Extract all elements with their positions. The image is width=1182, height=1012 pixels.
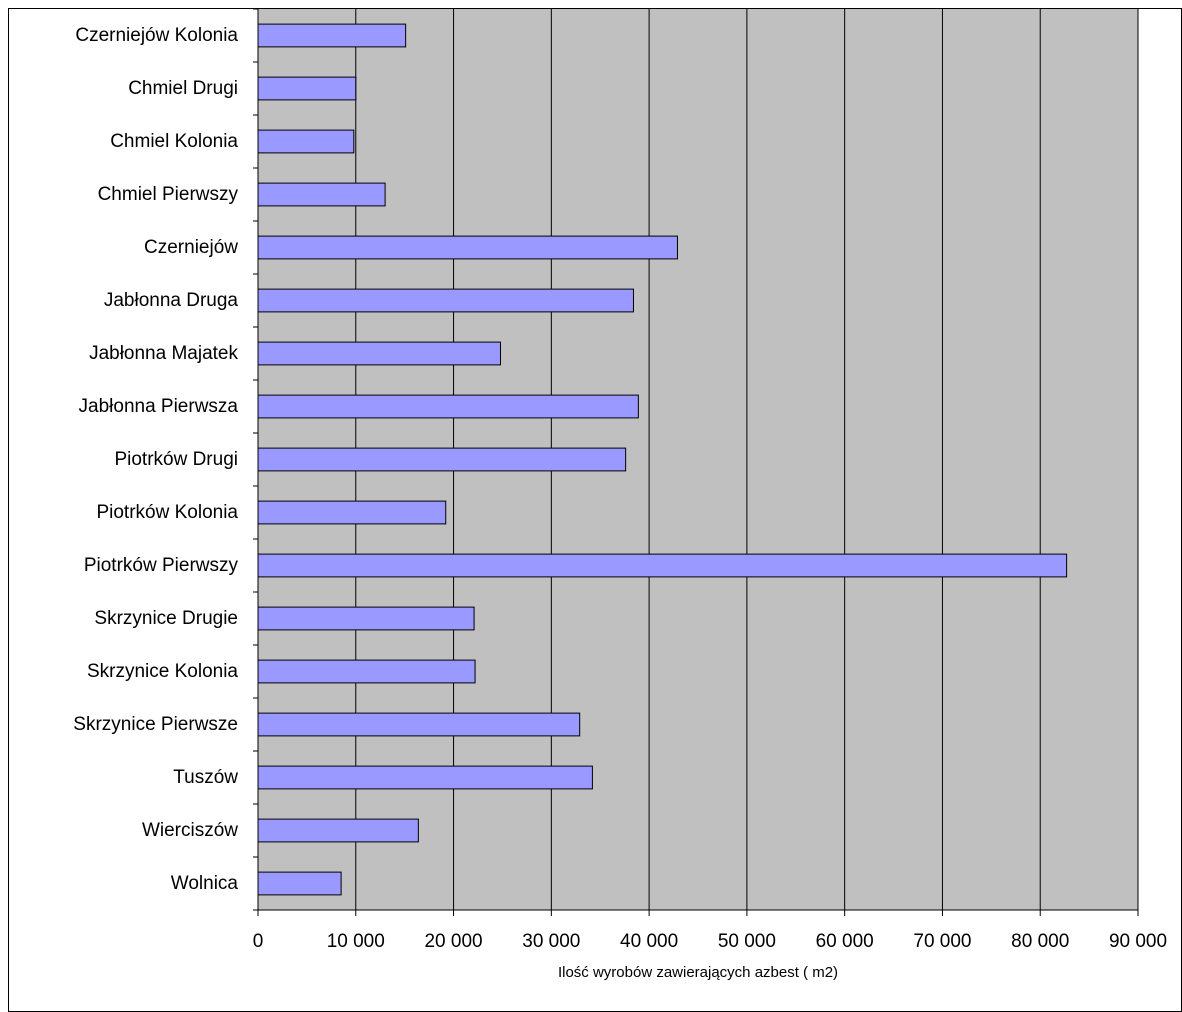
- category-label: Chmiel Pierwszy: [98, 184, 239, 205]
- category-label: Wierciszów: [142, 820, 238, 841]
- x-tick-label: 40 000: [620, 931, 678, 952]
- bar-chart: Czerniejów Kolonia Chmiel Drugi Chmiel Kol…: [73, 9, 1167, 981]
- x-tick-label: 60 000: [816, 931, 874, 952]
- category-label: Skrzynice Drugie: [94, 608, 238, 629]
- bar: [257, 23, 407, 48]
- bar: [257, 182, 386, 207]
- category-label: Chmiel Drugi: [128, 78, 238, 99]
- bar: [257, 712, 581, 737]
- category-label: Jabłonna Pierwsza: [79, 396, 239, 417]
- x-tick-label: 10 000: [327, 931, 385, 952]
- category-label: Skrzynice Kolonia: [87, 661, 238, 682]
- category-label: Piotrków Kolonia: [96, 502, 238, 523]
- x-tick-label: 90 000: [1109, 931, 1167, 952]
- category-label: Jabłonna Majatek: [89, 343, 238, 364]
- bar: [257, 447, 627, 472]
- bar: [257, 765, 593, 790]
- bar: [257, 500, 447, 525]
- x-tick-label: 70 000: [913, 931, 971, 952]
- x-tick-labels: 0 10 000 20 000 30 000 40 000 50 000 60 000 70 …: [253, 931, 1167, 952]
- category-labels: Czerniejów Kolonia Chmiel Drugi Chmiel Kol…: [73, 25, 238, 894]
- bar: [257, 606, 475, 631]
- bar: [257, 394, 639, 419]
- category-label: Jabłonna Druga: [104, 290, 239, 311]
- chart-frame: Czerniejów Kolonia Chmiel Drugi Chmiel Kol…: [8, 8, 1182, 1012]
- category-label: Wolnica: [171, 873, 239, 894]
- bar: [257, 871, 342, 896]
- bar: [257, 235, 678, 260]
- axes: [253, 9, 1139, 916]
- x-tick-label: 20 000: [424, 931, 482, 952]
- bar: [257, 288, 634, 313]
- category-label: Chmiel Kolonia: [110, 131, 238, 152]
- x-tick-label: 80 000: [1011, 931, 1069, 952]
- category-label: Piotrków Pierwszy: [84, 555, 239, 576]
- bar: [257, 553, 1068, 578]
- category-label: Czerniejów Kolonia: [75, 25, 238, 46]
- bar: [257, 129, 355, 154]
- bar: [257, 818, 419, 843]
- category-label: Skrzynice Pierwsze: [73, 714, 238, 735]
- bar: [257, 659, 476, 684]
- category-label: Tuszów: [173, 767, 238, 788]
- x-axis-title: Ilość wyrobów zawierających azbest ( m2): [558, 964, 838, 981]
- bar: [257, 341, 501, 366]
- x-tick-label: 50 000: [718, 931, 776, 952]
- bar: [257, 76, 357, 101]
- category-label: Czerniejów: [144, 237, 238, 258]
- x-tick-label: 0: [253, 931, 264, 952]
- x-tick-label: 30 000: [522, 931, 580, 952]
- category-label: Piotrków Drugi: [114, 449, 238, 470]
